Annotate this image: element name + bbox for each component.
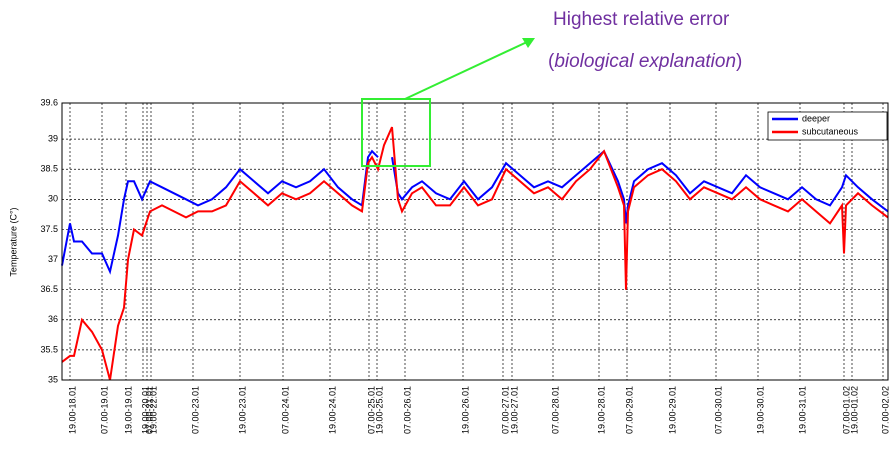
y-tick-label: 36.5 <box>40 284 58 294</box>
y-tick-label: 39 <box>48 134 58 144</box>
y-tick-label: 39.6 <box>40 97 58 107</box>
annotation-line2: (biological explanation) <box>548 51 742 72</box>
x-tick-label: 19.00-26.01 <box>460 386 470 434</box>
y-tick-label: 35 <box>48 374 58 384</box>
x-tick-label: 07.00-01.02 <box>841 386 851 434</box>
highlight-box <box>361 98 431 167</box>
plot-frame <box>61 102 889 381</box>
series-line <box>61 126 889 381</box>
y-tick-label: 36 <box>48 314 58 324</box>
x-tick-label: 19.00-23.01 <box>237 386 247 434</box>
x-tick-label: 19.00-01.02 <box>849 386 859 434</box>
x-tick-label: 07.00-02.02 <box>880 386 889 434</box>
x-tick-label: 07.00-21.01 <box>144 386 154 434</box>
series-line <box>61 149 889 275</box>
annotation-italic: biological explanation <box>554 51 736 72</box>
x-tick-label: 19.00-24.01 <box>327 386 337 434</box>
annotation-arrow <box>404 41 528 100</box>
x-tick-label: 07.00-27.01 <box>500 386 510 434</box>
arrow-head <box>522 38 535 48</box>
x-tick-label: 19.00-28.01 <box>596 386 606 434</box>
legend-label: subcutaneous <box>802 126 859 136</box>
x-tick-label: 07.00-28.01 <box>550 386 560 434</box>
x-tick-label: 07.00-26.01 <box>402 386 412 434</box>
y-tick-label: 35.5 <box>40 344 58 354</box>
annotation-close: ) <box>736 51 742 72</box>
x-tick-label: 07.00-30.01 <box>713 386 723 434</box>
y-tick-label: 38.5 <box>40 164 58 174</box>
x-tick-label: 19.00-31.01 <box>797 386 807 434</box>
x-tick-label: 19.00-20.01 <box>140 386 150 434</box>
legend-label: deeper <box>802 113 830 123</box>
y-axis-label: Temperature (C°) <box>8 207 18 276</box>
x-tick-label: 07.00-29.01 <box>624 386 634 434</box>
x-tick-label: 07.00-24.01 <box>280 386 290 434</box>
annotation-line1: Highest relative error <box>553 9 730 30</box>
x-tick-label: 19.00-30.01 <box>755 386 765 434</box>
annotation-open: ( <box>548 51 555 72</box>
plot-area <box>62 103 888 380</box>
x-tick-label: 07.00-25.01 <box>366 386 376 434</box>
y-tick-label: 37.5 <box>40 224 58 234</box>
x-tick-label: 19.00-27.01 <box>509 386 519 434</box>
x-tick-label: 19.00-22.01 <box>148 386 158 434</box>
x-tick-label: 19.00-25.01 <box>374 386 384 434</box>
y-tick-label: 30 <box>48 194 58 204</box>
x-tick-label: 19.00-18.01 <box>67 386 77 434</box>
x-tick-label: 19.00-29.01 <box>667 386 677 434</box>
x-tick-label: 07.00-23.01 <box>190 386 200 434</box>
y-tick-label: 37 <box>48 254 58 264</box>
x-tick-label: 07.00-19.01 <box>99 386 109 434</box>
legend-box <box>767 111 888 141</box>
x-tick-label: 19.00-19.01 <box>123 386 133 434</box>
